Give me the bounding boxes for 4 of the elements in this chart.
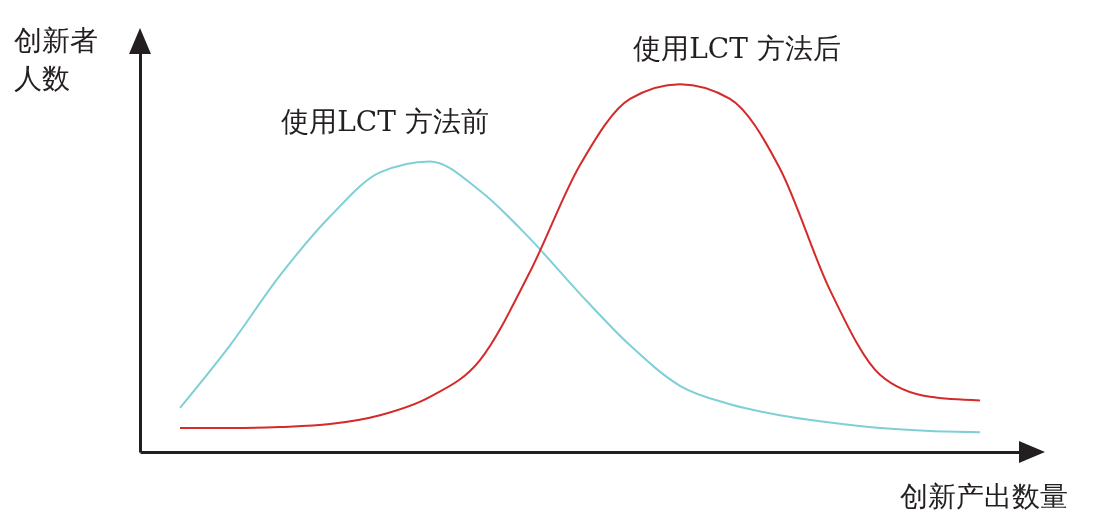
series-label: 使用LCT 方法前 — [281, 105, 489, 139]
y-axis-title: 创新者人数 — [14, 23, 99, 97]
x-axis-title: 创新产出数量 — [900, 479, 1068, 515]
series-label: 使用LCT 方法后 — [633, 32, 841, 66]
